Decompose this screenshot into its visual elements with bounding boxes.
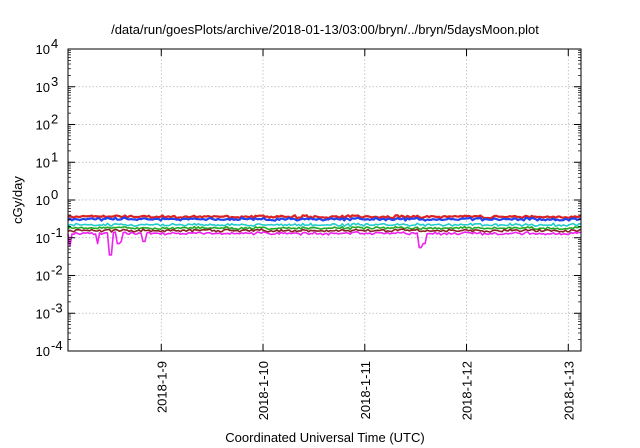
y-axis-label: cGy/day: [10, 176, 25, 224]
x-axis: 2018-1-9 2018-1-10 2018-1-11 2018-1-12 2018-…: [154, 49, 576, 420]
y-tick-label: 10: [36, 80, 50, 95]
y-tick-exponent: -3: [51, 300, 63, 315]
y-tick-exponent: 0: [51, 187, 58, 202]
x-tick-label: 2018-1-12: [460, 361, 475, 420]
series-line: [67, 225, 582, 231]
x-tick-label: 2018-1-9: [154, 361, 169, 413]
y-tick-exponent: 1: [51, 149, 58, 164]
series-line: [67, 214, 582, 220]
x-tick-label: 2018-1-13: [561, 361, 576, 420]
y-tick-exponent: -2: [51, 263, 63, 278]
series-line: [67, 216, 582, 222]
y-tick-label: 10: [36, 118, 50, 133]
y-tick-label: 10: [36, 42, 50, 57]
series-line: [67, 230, 582, 256]
y-tick-label: 10: [36, 344, 50, 359]
chart-title: /data/run/goesPlots/archive/2018-01-13/0…: [111, 22, 539, 37]
series-line: [67, 228, 582, 233]
y-tick-label: 10: [36, 155, 50, 170]
y-tick-exponent: 3: [51, 74, 58, 89]
y-tick-label: 10: [36, 306, 50, 321]
y-tick-label: 10: [36, 193, 50, 208]
y-tick-exponent: 4: [51, 36, 58, 51]
y-tick-label: 10: [36, 231, 50, 246]
series-line: [67, 222, 582, 228]
x-tick-label: 2018-1-11: [358, 361, 373, 419]
series-group: [67, 214, 582, 256]
x-tick-label: 2018-1-10: [256, 361, 271, 420]
grid: [68, 49, 581, 351]
x-axis-label: Coordinated Universal Time (UTC): [225, 430, 424, 445]
y-tick-label: 10: [36, 269, 50, 284]
y-tick-exponent: -1: [51, 225, 63, 240]
y-tick-exponent: -4: [51, 338, 63, 353]
y-tick-exponent: 2: [51, 112, 58, 127]
